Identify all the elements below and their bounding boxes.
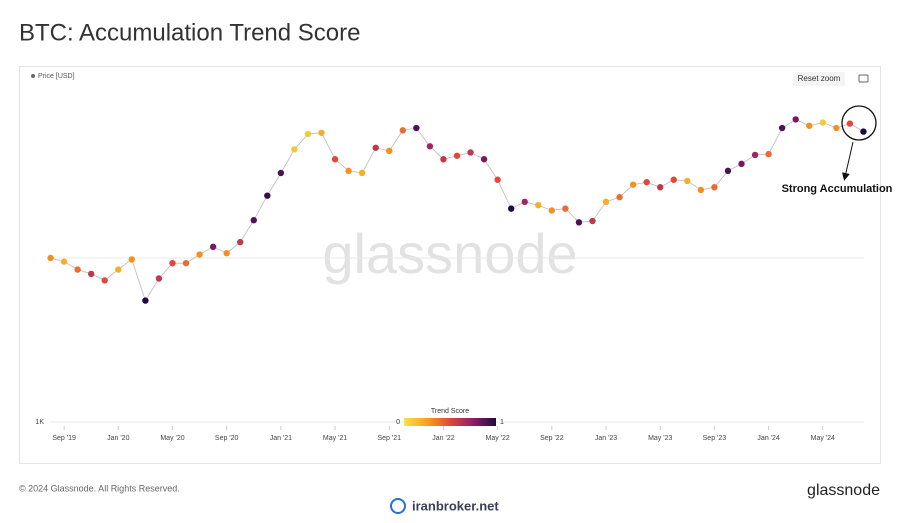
legend-label: Price [USD] — [38, 73, 75, 80]
price-point — [237, 238, 244, 246]
price-point — [453, 152, 461, 159]
x-tick-label: Sep '20 — [215, 435, 239, 442]
source: iranbroker.net — [412, 498, 499, 513]
legend-marker — [31, 74, 35, 78]
source-icon — [390, 498, 406, 514]
highlight-circle — [841, 105, 877, 141]
price-point — [575, 219, 583, 226]
price-point — [521, 198, 528, 206]
price-point — [507, 205, 515, 212]
x-tick-label: Jan '21 — [270, 435, 292, 442]
y-tick-label: 1K — [35, 419, 44, 426]
price-point — [440, 156, 447, 163]
price-point — [372, 144, 379, 151]
price-point — [345, 167, 352, 175]
price-point — [589, 217, 596, 225]
price-point — [670, 176, 677, 183]
reset-zoom-button[interactable] — [793, 72, 845, 86]
colorbar-tick-label: 1 — [500, 419, 504, 426]
x-tick-label: Sep '21 — [377, 435, 401, 442]
price-point — [562, 205, 569, 212]
price-point — [101, 277, 108, 284]
price-point — [196, 251, 203, 258]
price-point — [778, 124, 786, 132]
price-point — [792, 116, 799, 123]
price-point — [535, 201, 542, 209]
price-point — [602, 198, 610, 206]
price-point — [684, 177, 691, 185]
price-point — [833, 124, 840, 132]
chart-title: BTC: Accumulation Trend Score — [19, 19, 360, 46]
price-point — [182, 259, 190, 267]
price-point — [155, 275, 163, 282]
price-point — [711, 184, 718, 191]
colorbar-title: Trend Score — [431, 408, 469, 415]
price-point — [751, 151, 759, 159]
x-tick-label: Sep '22 — [540, 435, 564, 442]
brand-logo: glassnode — [807, 482, 880, 499]
price-point — [426, 143, 434, 150]
price-point — [304, 130, 312, 138]
price-point — [819, 119, 827, 126]
price-point — [494, 176, 501, 183]
price-point — [277, 169, 285, 177]
price-point — [738, 160, 745, 168]
x-tick-label: Sep '19 — [52, 435, 76, 442]
price-point — [765, 150, 772, 158]
colorbar — [404, 418, 496, 426]
price-point — [250, 217, 257, 224]
x-tick-label: May '24 — [811, 435, 835, 442]
copyright: © 2024 Glassnode. All Rights Reserved. — [19, 483, 180, 493]
price-point — [60, 258, 68, 265]
reset-zoom-label[interactable]: Reset zoom — [798, 74, 841, 83]
price-point — [846, 120, 854, 127]
price-point — [223, 249, 230, 257]
colorbar-tick-label: 0 — [396, 419, 400, 426]
price-point — [860, 128, 867, 135]
price-point — [47, 254, 54, 262]
price-point — [128, 256, 136, 263]
price-point — [480, 156, 488, 163]
price-point — [548, 207, 556, 214]
price-point — [331, 156, 339, 163]
price-point — [74, 266, 81, 273]
price-point — [87, 270, 95, 278]
price-point — [657, 184, 664, 191]
annotation: Strong Accumulation — [782, 183, 893, 195]
price-point — [291, 146, 298, 153]
price-point — [115, 266, 122, 273]
camera-icon[interactable] — [858, 74, 869, 83]
price-point — [209, 243, 217, 251]
price-point — [806, 122, 813, 129]
x-tick-label: May '20 — [160, 435, 184, 442]
price-point — [169, 259, 176, 267]
price-point — [629, 181, 637, 188]
x-tick-label: Jan '22 — [432, 435, 454, 442]
chart-frame — [19, 66, 881, 464]
price-point — [697, 186, 705, 194]
price-point — [467, 149, 474, 156]
x-tick-label: May '22 — [485, 435, 509, 442]
price-point — [142, 297, 149, 304]
x-tick-label: Jan '24 — [757, 435, 779, 442]
annotation-arrow — [841, 141, 854, 181]
x-tick-label: Sep '23 — [703, 435, 727, 442]
x-tick-label: May '21 — [323, 435, 347, 442]
price-point — [318, 129, 325, 136]
price-point — [264, 192, 271, 199]
x-tick-label: Jan '20 — [107, 435, 129, 442]
price-point — [399, 127, 407, 134]
price-point — [616, 193, 623, 201]
x-tick-label: Jan '23 — [595, 435, 617, 442]
x-tick-label: May '23 — [648, 435, 672, 442]
watermark: glassnode — [322, 222, 577, 285]
price-point — [724, 167, 732, 175]
price-point — [386, 147, 393, 155]
price-point — [413, 124, 420, 132]
price-point — [358, 169, 366, 177]
price-point — [643, 178, 650, 186]
